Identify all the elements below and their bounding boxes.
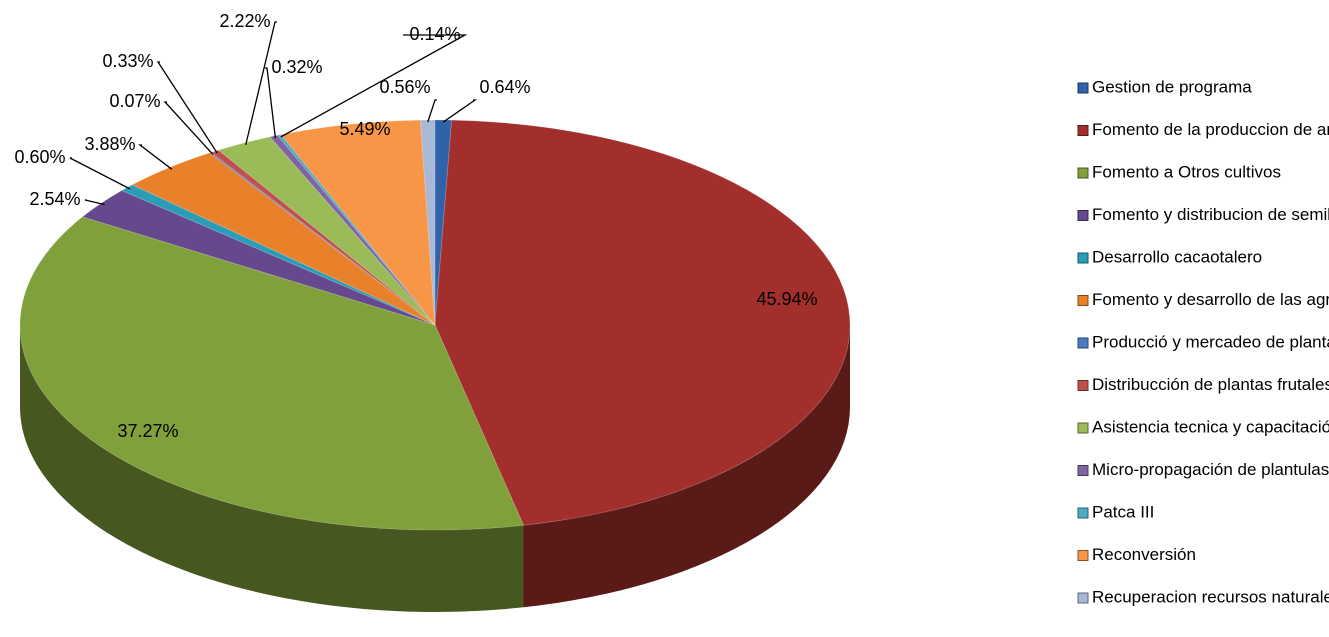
pie-slice — [434, 119, 453, 326]
legend-swatch — [1077, 550, 1089, 561]
legend-swatch — [1077, 507, 1089, 519]
pie-slice — [217, 136, 436, 326]
leader-line — [280, 34, 468, 138]
legend-swatch — [1077, 252, 1089, 264]
legend-label: Distribucción de plantas frutales. — [1092, 375, 1329, 394]
leader-line — [427, 99, 437, 123]
legend-label: Producció y mercadeo de plantas frutales — [1092, 332, 1329, 351]
legend-swatch — [1077, 125, 1089, 136]
leader-line — [84, 199, 105, 206]
leader-line — [442, 99, 478, 123]
leader-line — [265, 67, 277, 139]
pie-slice — [434, 119, 851, 526]
data-label: 0.32% — [271, 57, 322, 77]
data-label: 45.94% — [756, 289, 817, 309]
legend-swatch — [1077, 592, 1089, 604]
data-label: 0.14% — [409, 24, 460, 44]
legend-label: Fomento y desarrollo de las agroempresa — [1092, 290, 1329, 309]
data-label: 0.33% — [102, 51, 153, 71]
legend-label: Patca III — [1092, 502, 1154, 521]
leader-line — [69, 157, 131, 190]
data-label: 0.07% — [109, 91, 160, 111]
legend-swatch — [1077, 465, 1089, 476]
legend-label: Desarrollo cacaotalero — [1092, 247, 1262, 266]
leader-line — [156, 61, 218, 154]
legend-label: Fomento a Otros cultivos — [1092, 162, 1281, 181]
data-label: 2.54% — [29, 189, 80, 209]
legend-swatch — [1077, 210, 1089, 221]
data-label: 3.88% — [84, 134, 135, 154]
data-label: 37.27% — [117, 421, 178, 441]
legend-label: Reconversión — [1092, 545, 1196, 564]
leader-line — [163, 101, 214, 155]
data-label: 0.64% — [479, 77, 530, 97]
legend-swatch — [1077, 295, 1089, 306]
legend-label: Micro-propagación de plantulas in-vitro. — [1092, 460, 1329, 479]
leader-line — [138, 144, 173, 170]
pie-slice — [419, 119, 436, 326]
pie-slice — [280, 119, 436, 327]
legend-label: Fomento de la produccion de arroz — [1092, 120, 1329, 139]
data-label: 0.60% — [14, 147, 65, 167]
data-label: 2.22% — [219, 11, 270, 31]
pie-slice — [276, 134, 436, 326]
legend-label: Recuperacion recursos naturales — [1092, 587, 1329, 606]
legend-swatch — [1077, 82, 1089, 94]
legend-swatch — [1077, 380, 1089, 391]
legend-label: Fomento y distribucion de semillas — [1092, 205, 1329, 224]
legend-label: Gestion de programa — [1092, 77, 1252, 96]
pie-slice — [269, 134, 436, 326]
pie-side — [523, 325, 850, 608]
legend-swatch — [1077, 167, 1089, 179]
legend-label: Asistencia tecnica y capacitación. — [1092, 417, 1329, 436]
legend-swatch — [1077, 422, 1089, 434]
legend-swatch — [1077, 337, 1089, 349]
leader-line — [245, 21, 277, 146]
data-label: 0.56% — [379, 77, 430, 97]
pie-slice — [19, 216, 525, 531]
pie-side — [20, 325, 524, 613]
data-label: 5.49% — [339, 119, 390, 139]
